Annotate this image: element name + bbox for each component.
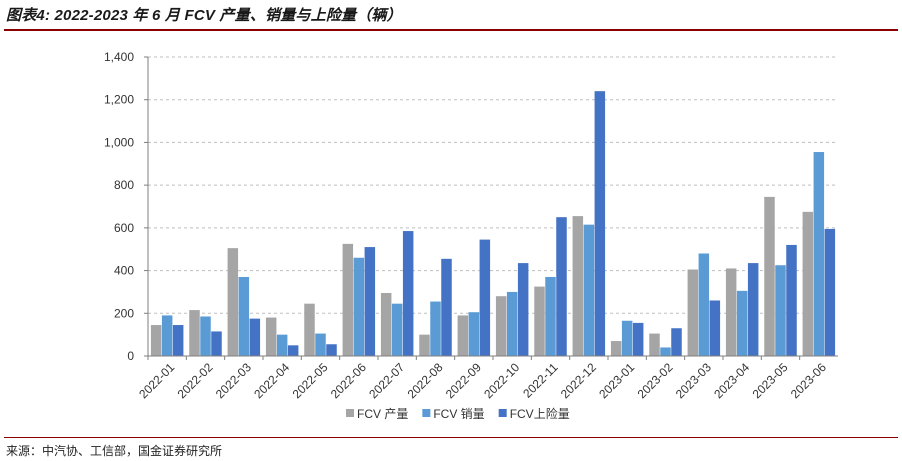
bar-insurance [786,244,797,356]
bar-insurance [402,231,414,356]
legend-swatch [346,409,354,417]
y-tick-label: 1,000 [104,135,134,149]
bar-production [687,269,699,356]
bar-insurance [594,91,606,357]
bar-sales [238,276,250,356]
y-tick-label: 200 [114,306,134,320]
x-tick-label: 2022-07 [366,360,407,401]
bar-group [150,91,836,357]
y-axis-ticks: 0 200 400 600 800 1,000 1,200 1,400 [104,50,134,363]
legend: FCV 产量 FCV 销量 FCV上险量 [346,406,570,421]
bar-insurance [824,228,836,356]
bar-sales [736,290,748,356]
y-tick-label: 1,200 [104,93,134,107]
bar-insurance [326,344,337,356]
bar-sales [200,316,211,356]
bar-production [342,243,354,356]
bar-insurance [211,331,222,356]
bar-insurance [556,217,567,356]
y-tick-label: 1,400 [104,50,134,64]
x-tick-label: 2022-12 [558,360,599,401]
bar-production [150,325,162,356]
bar-sales [391,303,403,356]
legend-label: FCV 产量 [357,407,408,421]
bar-production [419,334,430,356]
bar-insurance [671,328,682,356]
bar-insurance [709,300,721,356]
x-tick-label: 2022-01 [136,360,177,401]
bar-insurance [364,247,376,356]
bar-insurance [441,258,452,356]
x-tick-label: 2023-06 [788,360,829,401]
x-tick-label: 2023-02 [635,360,676,401]
y-tick-label: 600 [114,221,134,235]
y-tick-label: 0 [127,349,134,363]
bar-production [304,303,315,356]
x-tick-label: 2023-05 [750,360,791,401]
x-tick-label: 2022-08 [405,360,446,401]
x-axis-ticks: 2022-012022-022022-032022-042022-052022-… [136,356,829,401]
x-tick-label: 2022-02 [175,360,216,401]
x-tick-label: 2022-05 [290,360,331,401]
bar-production [572,216,584,356]
bar-insurance [517,263,529,356]
gridlines [148,56,838,314]
bar-sales [430,301,441,356]
bar-sales [698,253,710,356]
title-divider [4,29,898,31]
bar-sales [353,257,365,356]
bar-sales [621,320,633,356]
bar-sales [660,347,671,356]
x-tick-label: 2022-10 [481,360,522,401]
x-tick-label: 2023-01 [596,360,637,401]
bar-sales [468,312,480,356]
legend-label: FCV上险量 [510,406,570,421]
bar-sales [161,315,173,356]
bar-production [457,315,469,356]
source-note: 来源：中汽协、工信部，国金证券研究所 [6,444,223,458]
y-tick-label: 800 [114,178,134,192]
bar-production [534,286,545,356]
bar-sales [276,334,288,356]
bar-production [802,211,814,356]
x-tick-label: 2022-06 [328,360,369,401]
bar-production [265,317,277,356]
bar-sales [775,265,786,356]
bar-sales [315,333,326,356]
bar-sales [583,224,595,356]
x-tick-label: 2022-09 [443,360,484,401]
bar-insurance [632,322,644,356]
legend-swatch [498,409,507,417]
footer-divider [4,437,898,438]
bar-insurance [747,263,759,356]
bar-insurance [287,345,299,356]
bar-production [610,341,622,356]
bar-insurance [172,325,184,356]
bar-production [725,268,737,356]
bar-sales [545,276,556,356]
x-tick-label: 2023-03 [673,360,714,401]
bar-production [764,196,775,356]
x-tick-label: 2022-11 [520,360,561,401]
bar-sales [506,291,518,356]
bar-production [649,333,660,356]
bar-production [495,296,507,356]
x-tick-label: 2022-04 [251,360,292,401]
x-tick-label: 2023-04 [711,360,752,401]
bar-insurance [249,318,261,356]
x-tick-label: 2022-03 [213,360,254,401]
bar-production [227,248,239,356]
chart-title: 图表4: 2022-2023 年 6 月 FCV 产量、销量与上险量（辆） [6,7,402,24]
bar-sales [813,152,825,356]
y-tick-label: 400 [114,264,134,278]
bar-production [380,292,392,356]
bar-production [189,310,200,356]
legend-label: FCV 销量 [433,407,484,421]
legend-swatch [422,409,431,417]
bar-insurance [479,239,491,356]
